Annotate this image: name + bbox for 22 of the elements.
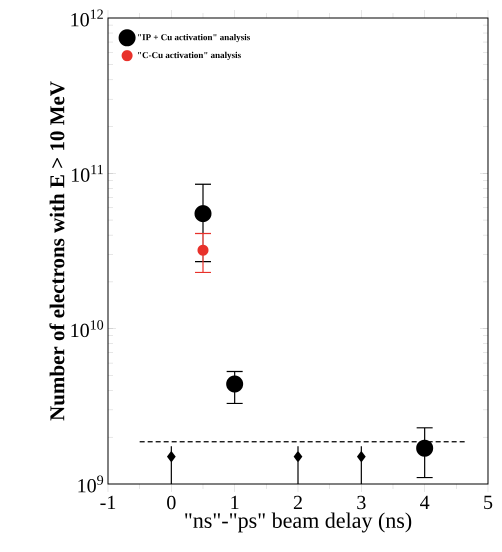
x-tick-label: 4 [420, 496, 430, 509]
point [416, 440, 434, 457]
x-tick-label: 1 [231, 496, 238, 509]
y-tick-label: 10$^{9}$ [78, 475, 104, 492]
y-tick-label: 10$^{12}$ [71, 9, 103, 26]
x-tick-label: -1 [100, 496, 116, 509]
y-tick-label: 10$^{11}$ [72, 164, 103, 182]
point [167, 451, 176, 462]
point [226, 376, 244, 393]
y-tick-label: 10$^{10}$ [71, 320, 104, 338]
point [197, 244, 208, 256]
legend-label: "IP + Cu activation" analysis [138, 34, 250, 42]
x-axis-title: "ns"-"ps" beam delay (ns) [185, 512, 412, 532]
x-tick-label: 2 [294, 496, 302, 510]
point [194, 205, 212, 222]
x-tick-label: 3 [357, 496, 366, 510]
x-tick-label: 5 [484, 496, 492, 510]
y-axis-title: Number of electrons with E > 10 MeV [49, 81, 64, 421]
point [357, 451, 366, 462]
point [294, 451, 302, 462]
x-tick-label: 0 [167, 496, 176, 510]
legend-label: "C-Cu activation" analysis [138, 52, 241, 60]
